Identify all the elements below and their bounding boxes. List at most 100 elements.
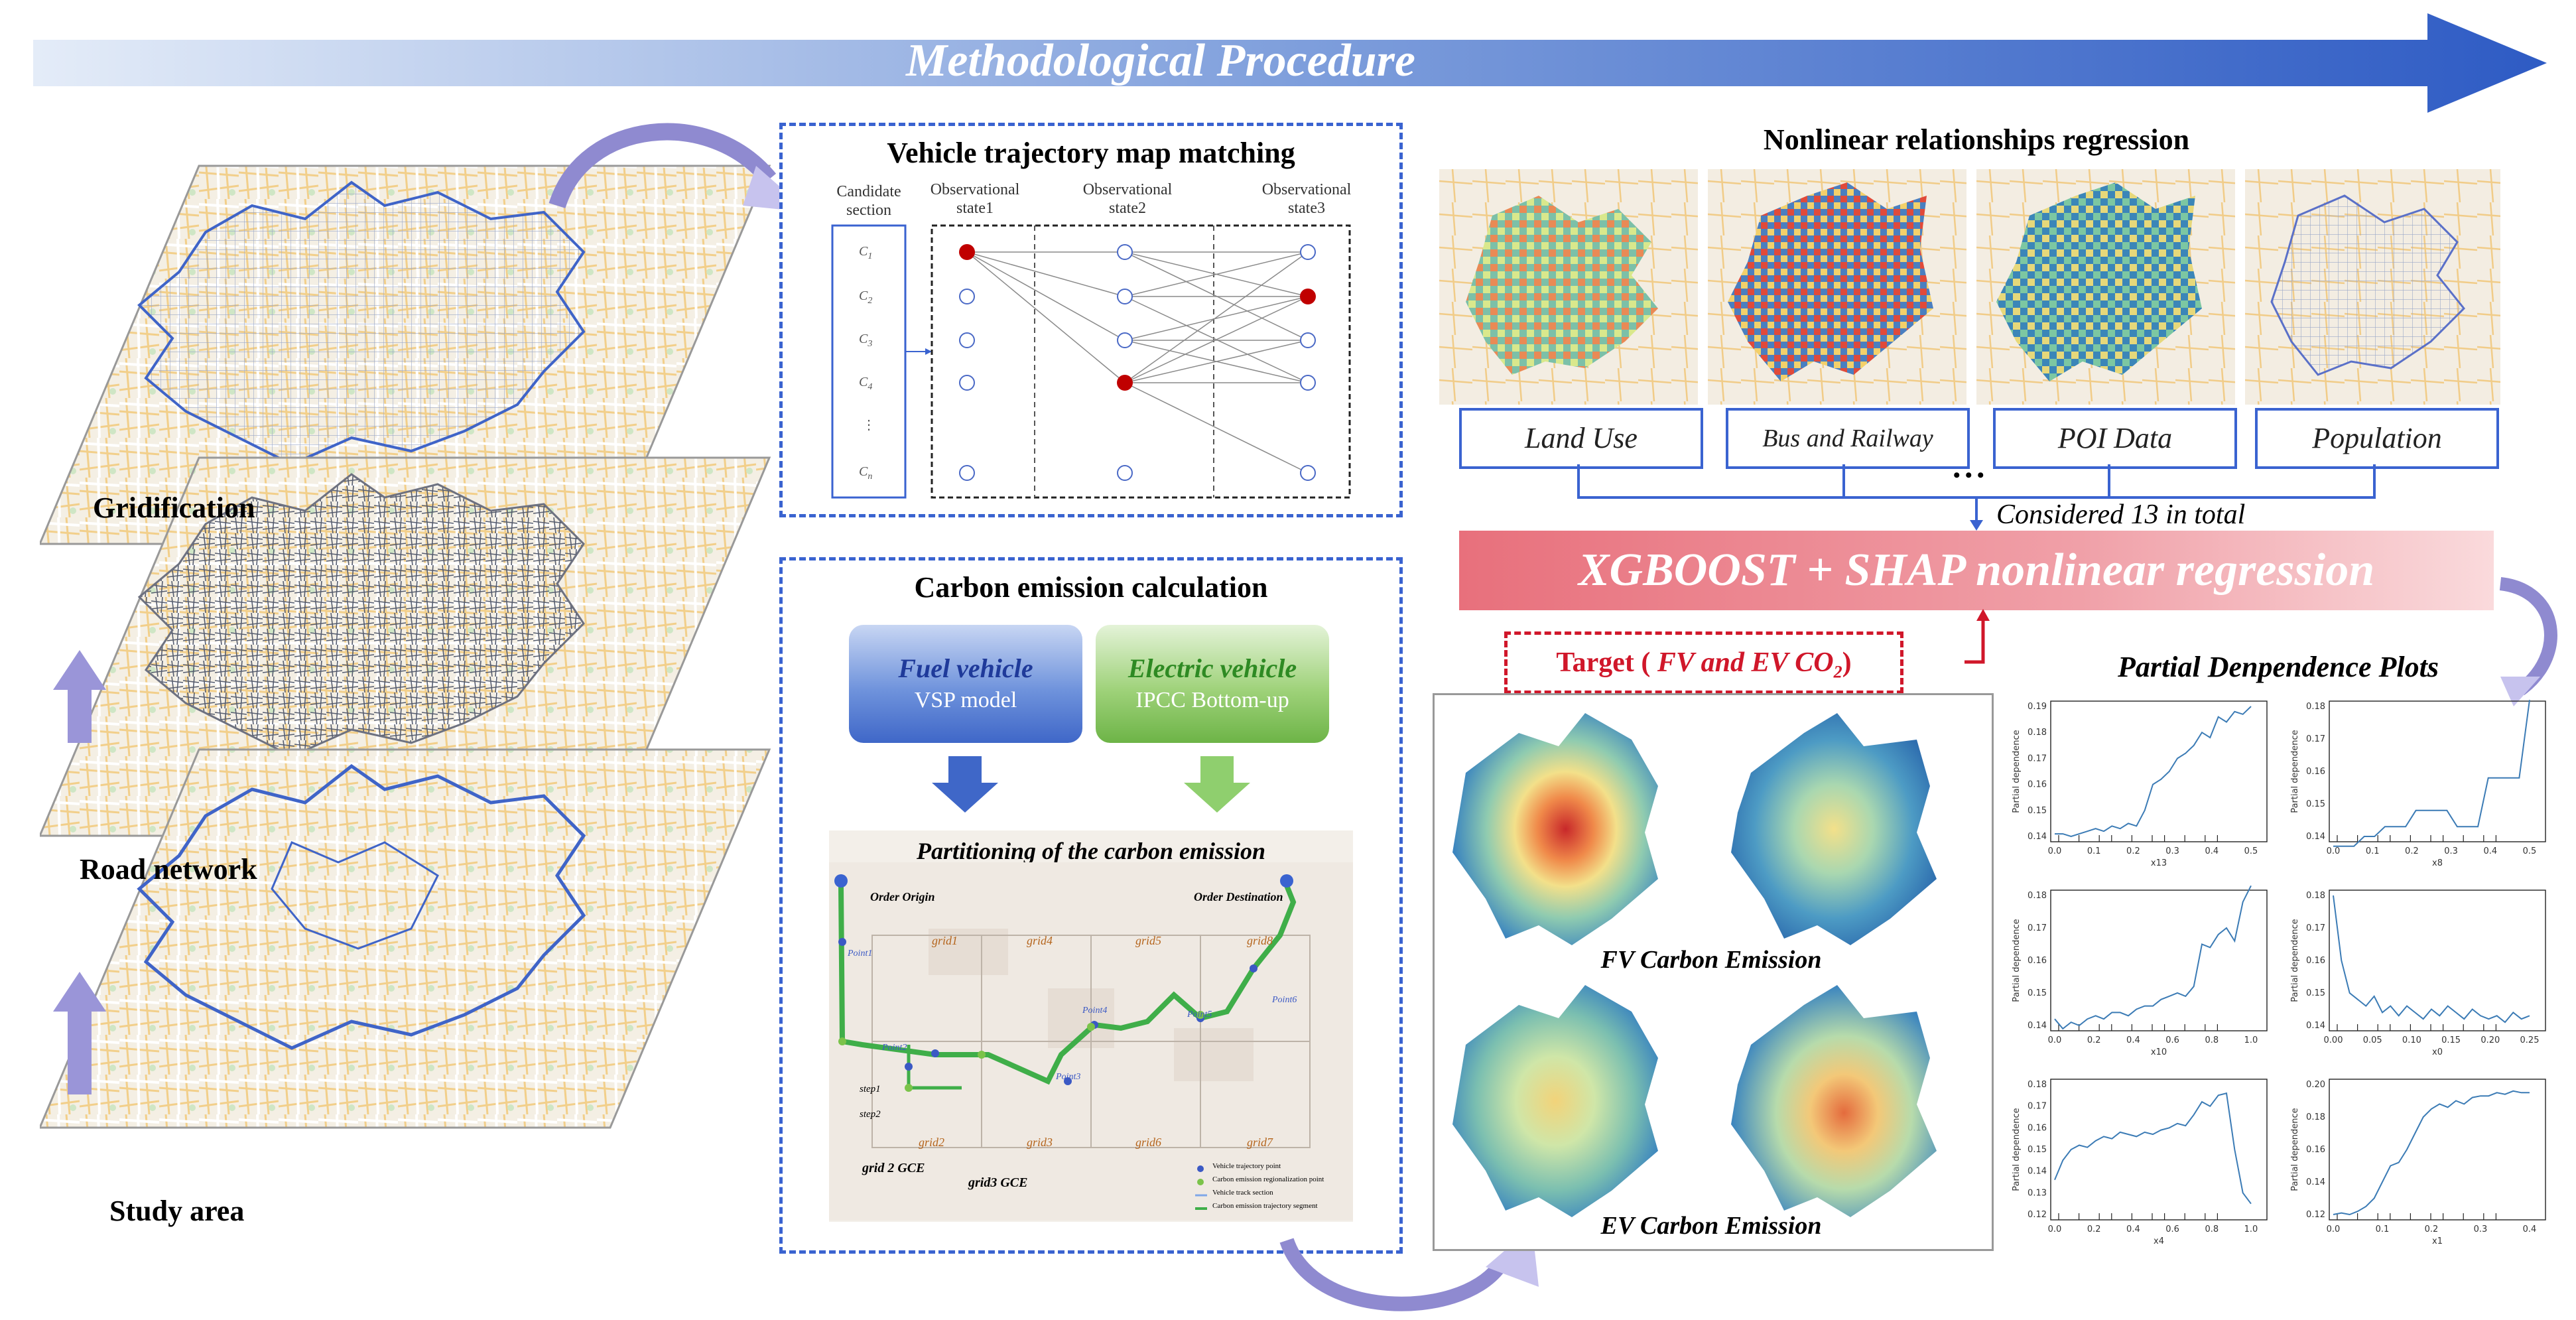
pdp-line (2333, 895, 2530, 1023)
candidate-c3: C3 (859, 332, 873, 349)
candidate-c2: C2 (859, 289, 873, 306)
target-up-arrow (1964, 609, 1990, 664)
pdp-ytick: 0.16 (2306, 956, 2325, 966)
grid3-label: grid3 (1027, 1136, 1053, 1149)
pdp-xtick: 0.20 (2480, 1035, 2500, 1045)
legend-item-2: Carbon emission regionalization point (1212, 1175, 1324, 1183)
pdp-frame (2329, 1079, 2546, 1221)
variable-land-use: Land Use (1459, 408, 1703, 469)
pdp-ytick: 0.17 (2028, 1102, 2047, 1112)
pdp-ytick: 0.15 (2028, 1145, 2047, 1155)
pdp-ytick: 0.15 (2306, 988, 2325, 998)
pdp-ytick: 0.14 (2028, 1021, 2047, 1031)
pdp-ytick: 0.17 (2028, 754, 2047, 763)
point3-label: Point3 (1056, 1072, 1081, 1082)
grid3-gce-label: grid3 GCE (968, 1175, 1028, 1190)
map-matching-diagram (831, 224, 1351, 499)
pdp-xtick: 0.10 (2402, 1035, 2421, 1045)
pdp-xtick: 0.1 (2376, 1224, 2390, 1234)
pdp-xlabel: x8 (2432, 858, 2443, 868)
pdp-xtick: 0.2 (2087, 1035, 2101, 1045)
pdp-ytick: 0.16 (2306, 767, 2325, 777)
pdp-xtick: 0.4 (2126, 1224, 2140, 1234)
point1-label: Point1 (848, 949, 873, 958)
pdp-ytick: 0.16 (2028, 780, 2047, 790)
map-matching-panel (779, 123, 1403, 517)
point6-label: Point6 (1272, 995, 1297, 1005)
layer-up-arrows (53, 650, 106, 1094)
pdp-frame (2329, 700, 2546, 842)
fv-carbon-emission-label: FV Carbon Emission (1600, 946, 1822, 974)
pdp-ytick: 0.13 (2028, 1188, 2047, 1198)
pdp-frame (2329, 890, 2546, 1031)
partition-map (829, 862, 1353, 1221)
step2-label: step2 (860, 1109, 881, 1120)
point2-label: Point2 (882, 1043, 907, 1053)
pdp-frame (2050, 700, 2268, 842)
step1-label: step1 (860, 1084, 881, 1094)
pdp-xtick: 0.4 (2523, 1224, 2537, 1234)
pdp-xtick: 1.0 (2244, 1035, 2258, 1045)
banner-title: Methodological Procedure (906, 35, 1415, 86)
pdp-frame (2050, 1079, 2268, 1221)
pdp-xtick: 0.25 (2520, 1035, 2540, 1045)
point5-label: Point5 (1187, 1010, 1212, 1020)
pdp-ylabel: Partial dependence (2290, 919, 2300, 1002)
variable-bus-railway: Bus and Railway (1726, 408, 1970, 469)
pdp-xtick: 0.8 (2205, 1224, 2219, 1234)
pdp-xtick: 0.05 (2363, 1035, 2382, 1045)
grid4-label: grid4 (1027, 934, 1053, 947)
pdp-ylabel: Partial dependence (2290, 730, 2300, 813)
pdp-xtick: 0.15 (2441, 1035, 2461, 1045)
regression-title: Nonlinear relationships regression (1763, 123, 2190, 156)
pdp-xlabel: x1 (2432, 1236, 2443, 1246)
pdp-plot-x1: 0.20 0.18 0.16 0.14 0.120.0 0.1 0.2 0.3 0.4 Parti… (2290, 1079, 2546, 1246)
pdp-ytick: 0.14 (2028, 832, 2047, 842)
carbon-emission-title: Carbon emission calculation (914, 571, 1268, 604)
candidate-ellipsis: ⋮ (862, 418, 875, 432)
order-origin-label: Order Origin (870, 890, 935, 903)
pdp-xtick: 0.3 (2474, 1224, 2488, 1234)
pdp-ytick: 0.18 (2028, 728, 2047, 738)
pdp-plot-x4: 0.18 0.17 0.16 0.15 0.14 0.13 0.120.0 0.2 0.4 0.6… (2012, 1079, 2268, 1246)
state3-label: Observational state3 (1261, 181, 1352, 217)
considered-label: Considered 13 in total (1996, 499, 2246, 530)
pdp-xtick: 0.1 (2087, 846, 2101, 856)
candidate-c4: C4 (859, 375, 873, 392)
candidate-section-label: Candidate section (836, 183, 901, 219)
road-network-label: Road network (80, 853, 257, 886)
pdp-plot-x8: 0.18 0.17 0.16 0.15 0.140.0 0.1 0.2 0.3 0.4 0.5 Pa… (2290, 700, 2546, 868)
map-matching-title: Vehicle trajectory map matching (887, 137, 1295, 169)
grid1-label: grid1 (932, 934, 958, 947)
candidate-cn: Cn (859, 464, 873, 482)
pdp-xtick: 0.2 (2087, 1224, 2101, 1234)
pdp-ytick: 0.17 (2306, 923, 2325, 933)
pdp-ytick: 0.14 (2306, 832, 2325, 842)
grid2-gce-label: grid 2 GCE (862, 1161, 925, 1175)
pdp-xtick: 0.2 (2126, 846, 2140, 856)
variable-poi-data: POI Data (1993, 408, 2237, 469)
pdp-ytick: 0.14 (2306, 1177, 2325, 1187)
target-box: Target ( FV and EV CO2) (1504, 631, 1903, 694)
pdp-ytick: 0.16 (2028, 1123, 2047, 1133)
ev-carbon-emission-label: EV Carbon Emission (1600, 1212, 1822, 1240)
pdp-xtick: 0.8 (2205, 1035, 2219, 1045)
pdp-plot-x13: 0.19 0.18 0.17 0.16 0.15 0.140.0 0.1 0.2 0.3 0.4 0… (2012, 700, 2268, 868)
pdp-ytick: 0.17 (2306, 734, 2325, 744)
pdp-ytick: 0.19 (2028, 702, 2047, 712)
pdp-xtick: 0.6 (2165, 1224, 2179, 1234)
pdp-ytick: 0.14 (2306, 1021, 2325, 1031)
pdp-xtick: 0.0 (2327, 846, 2341, 856)
variable-maps (1439, 169, 2500, 405)
fuel-vehicle-box: Fuel vehicle VSP model (849, 625, 1082, 743)
legend-item-3: Vehicle track section (1212, 1189, 1273, 1197)
partition-title: Partitioning of the carbon emission (916, 838, 1266, 864)
variables-ellipsis: • • • (1953, 464, 1984, 486)
pdp-xtick: 0.6 (2165, 1035, 2179, 1045)
pdp-grid: 0.19 0.18 0.17 0.16 0.15 0.14 0.0 0.1 0.2 0.3 0.4 0… (2010, 693, 2553, 1250)
pdp-xtick: 0.0 (2048, 1224, 2062, 1234)
point4-label: Point4 (1082, 1006, 1108, 1016)
pdp-xlabel: x4 (2154, 1236, 2164, 1246)
pdp-xtick: 0.4 (2205, 846, 2219, 856)
pdp-xlabel: x0 (2432, 1047, 2443, 1057)
